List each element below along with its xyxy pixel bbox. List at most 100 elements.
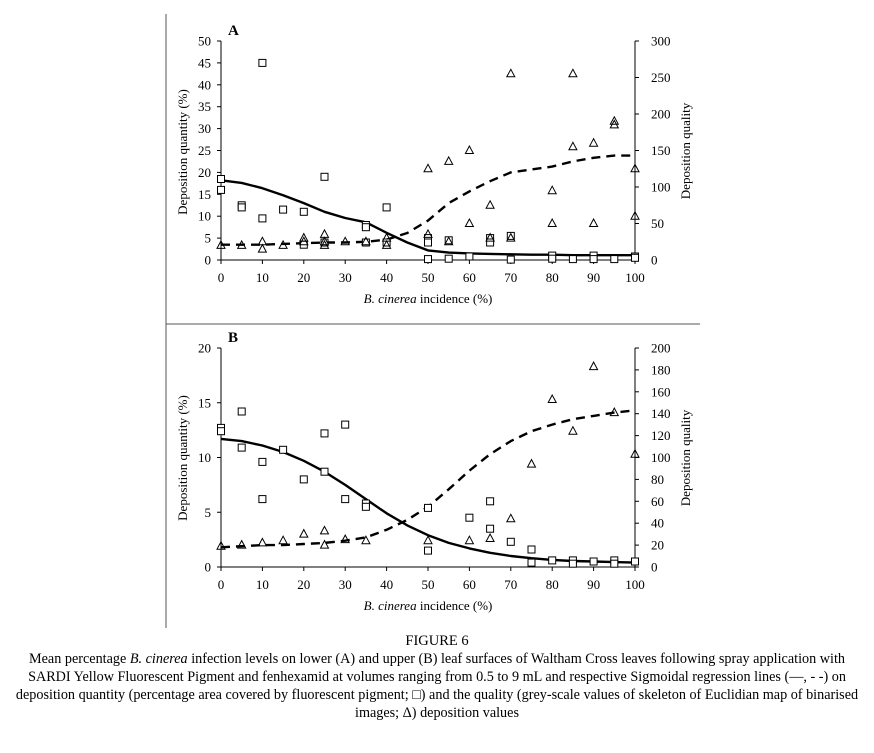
panel-b-quantity-point: [237, 443, 246, 452]
panel-b-quantity-point: [631, 557, 639, 566]
panel-a-y-tick-label: 30: [198, 121, 211, 136]
panel-b-y-tick-label: 15: [198, 395, 211, 410]
panel-a-y-tick-label: 45: [198, 55, 211, 70]
panel-b-quality-point: [505, 513, 516, 523]
panel-b-x-tick-label: 70: [504, 577, 517, 592]
panel-a-quantity-point: [361, 223, 370, 232]
panel-b: B 0 10 20 30 40 50 60 70 80 90 1000510152002040608…: [165, 324, 693, 628]
panel-a-x-tick-label: 50: [422, 270, 435, 285]
panel-a-x-tick-label: 60: [463, 270, 476, 285]
panel-b-quality-point: [423, 535, 433, 545]
figure-6-chart: A 0 10 20 30 40 50 60 70 80 90 1000510152025303540…: [165, 14, 700, 628]
panel-a-quantity-point: [631, 253, 639, 262]
panel-a-quality-point: [568, 68, 578, 78]
panel-a-quantity-point: [258, 58, 267, 67]
panel-a-quantity-point: [361, 238, 370, 247]
panel-a-plot: 0 10 20 30 40 50 60 70 80 90 100 0 5 10 15 20 25 30 35 40 45…: [198, 34, 671, 286]
panel-a-x-tick-label: 0: [218, 270, 225, 285]
figure-caption-block: FIGURE 6 Mean percentage B. cinerea infe…: [6, 632, 868, 722]
panel-a-quantity-point: [486, 238, 495, 247]
panel-a: A 0 10 20 30 40 50 60 70 80 90 100 0 5 10 15 20 25 30 35 40…: [165, 14, 700, 325]
panel-a-quality-regression-line: [221, 154, 635, 246]
panel-a-quantity-point: [424, 255, 432, 264]
panel-a-quantity-point: [568, 255, 577, 264]
caption-part-1: Mean percentage: [29, 651, 130, 667]
panel-a-y2-tick-label: 300: [651, 34, 671, 49]
panel-b-y2-tick-label: 200: [651, 341, 671, 356]
panel-b-quantity-point: [465, 513, 474, 522]
panel-a-x-tick-label: 30: [339, 270, 352, 285]
panel-a-x-tick-label: 80: [546, 270, 559, 285]
figure-caption: Mean percentage B. cinerea infection lev…: [6, 650, 868, 722]
panel-a-quality-point: [485, 199, 495, 209]
panel-b-quality-point: [568, 425, 578, 435]
panel-b-quantity-point: [568, 559, 577, 568]
panel-b-plot: 0 10 20 30 40 50 60 70 80 90 100051015200204060801…: [198, 341, 671, 593]
panel-a-quality-point: [216, 239, 226, 249]
panel-a-quality-point: [257, 243, 268, 253]
panel-a-quantity-point: [258, 214, 267, 223]
panel-a-quantity-point: [465, 252, 474, 261]
panel-a-quantity-point: [320, 238, 329, 247]
panel-a-quality-point: [340, 236, 351, 246]
panel-a-quantity-point: [548, 254, 557, 263]
panel-b-xlabel: B. cinerea incidence (%): [364, 598, 493, 613]
panel-b-quality-point: [319, 525, 330, 535]
panel-a-quality-point: [630, 210, 640, 220]
panel-a-x-tick-label: 10: [256, 270, 269, 285]
panel-b-quantity-point: [548, 556, 557, 565]
panel-b-quality-point: [340, 534, 351, 544]
panel-a-y2-tick-label: 250: [651, 70, 671, 85]
panel-b-y2-tick-label: 120: [651, 428, 671, 443]
panel-a-quality-point: [443, 155, 454, 165]
panel-b-quality-regression-line: [220, 409, 636, 549]
panel-b-x-tick-label: 30: [339, 577, 352, 592]
panel-b-quantity-point: [237, 407, 246, 416]
panel-a-quality-point: [609, 115, 620, 125]
panel-a-quality-point: [464, 144, 475, 154]
panel-a-xlabel-rest: incidence (%): [417, 291, 493, 306]
panel-a-y-tick-label: 40: [198, 77, 211, 92]
panel-b-y2-tick-label: 40: [651, 516, 664, 531]
panel-a-y-tick-label: 25: [198, 143, 211, 158]
panel-a-quality-point: [464, 217, 475, 227]
panel-b-quality-point: [236, 539, 247, 549]
panel-b-x-tick-label: 100: [625, 577, 645, 592]
panel-b-xlabel-rest: incidence (%): [417, 598, 493, 613]
panel-a-label: A: [228, 23, 239, 39]
panel-b-y-tick-label: 20: [198, 341, 211, 356]
panel-b-quantity-point: [424, 503, 432, 512]
panel-a-x-tick-label: 40: [380, 270, 393, 285]
panel-a-quantity-point: [382, 203, 391, 212]
panel-a-y2-tick-label: 150: [651, 143, 671, 158]
panel-b-y2-tick-label: 60: [651, 494, 664, 509]
panel-a-x-tick-label: 20: [297, 270, 310, 285]
panel-a-y-tick-label: 10: [198, 209, 211, 224]
panel-b-y2-tick-label: 80: [651, 472, 664, 487]
panel-b-quantity-point: [341, 495, 350, 504]
panel-b-y-tick-label: 10: [198, 450, 211, 465]
panel-b-quantity-point: [589, 557, 598, 566]
panel-a-quality-point: [236, 239, 247, 249]
panel-b-quantity-point: [527, 558, 536, 567]
panel-b-xlabel-italic: B. cinerea: [364, 598, 417, 613]
panel-b-y2-tick-label: 20: [651, 538, 664, 553]
panel-b-label: B: [228, 330, 238, 346]
panel-a-y2-tick-label: 0: [651, 253, 658, 268]
panel-b-x-tick-label: 40: [380, 577, 393, 592]
panel-a-y2-tick-label: 200: [651, 107, 671, 122]
panel-b-quality-point: [361, 535, 371, 545]
panel-a-y-tick-label: 35: [198, 99, 211, 114]
panel-a-quantity-point: [217, 175, 225, 183]
panel-b-x-tick-label: 0: [218, 577, 225, 592]
panel-b-quality-point: [485, 532, 495, 542]
panel-b-quality-point: [278, 535, 288, 545]
panel-a-quantity-point: [506, 255, 515, 264]
panel-a-quantity-point: [444, 254, 453, 263]
panel-b-quality-point: [257, 537, 268, 547]
panel-b-x-tick-label: 50: [422, 577, 435, 592]
panel-a-quality-point: [547, 185, 558, 195]
panel-a-quality-point: [505, 68, 516, 78]
panel-a-quality-point: [361, 236, 371, 246]
panel-a-y-tick-label: 20: [198, 165, 211, 180]
